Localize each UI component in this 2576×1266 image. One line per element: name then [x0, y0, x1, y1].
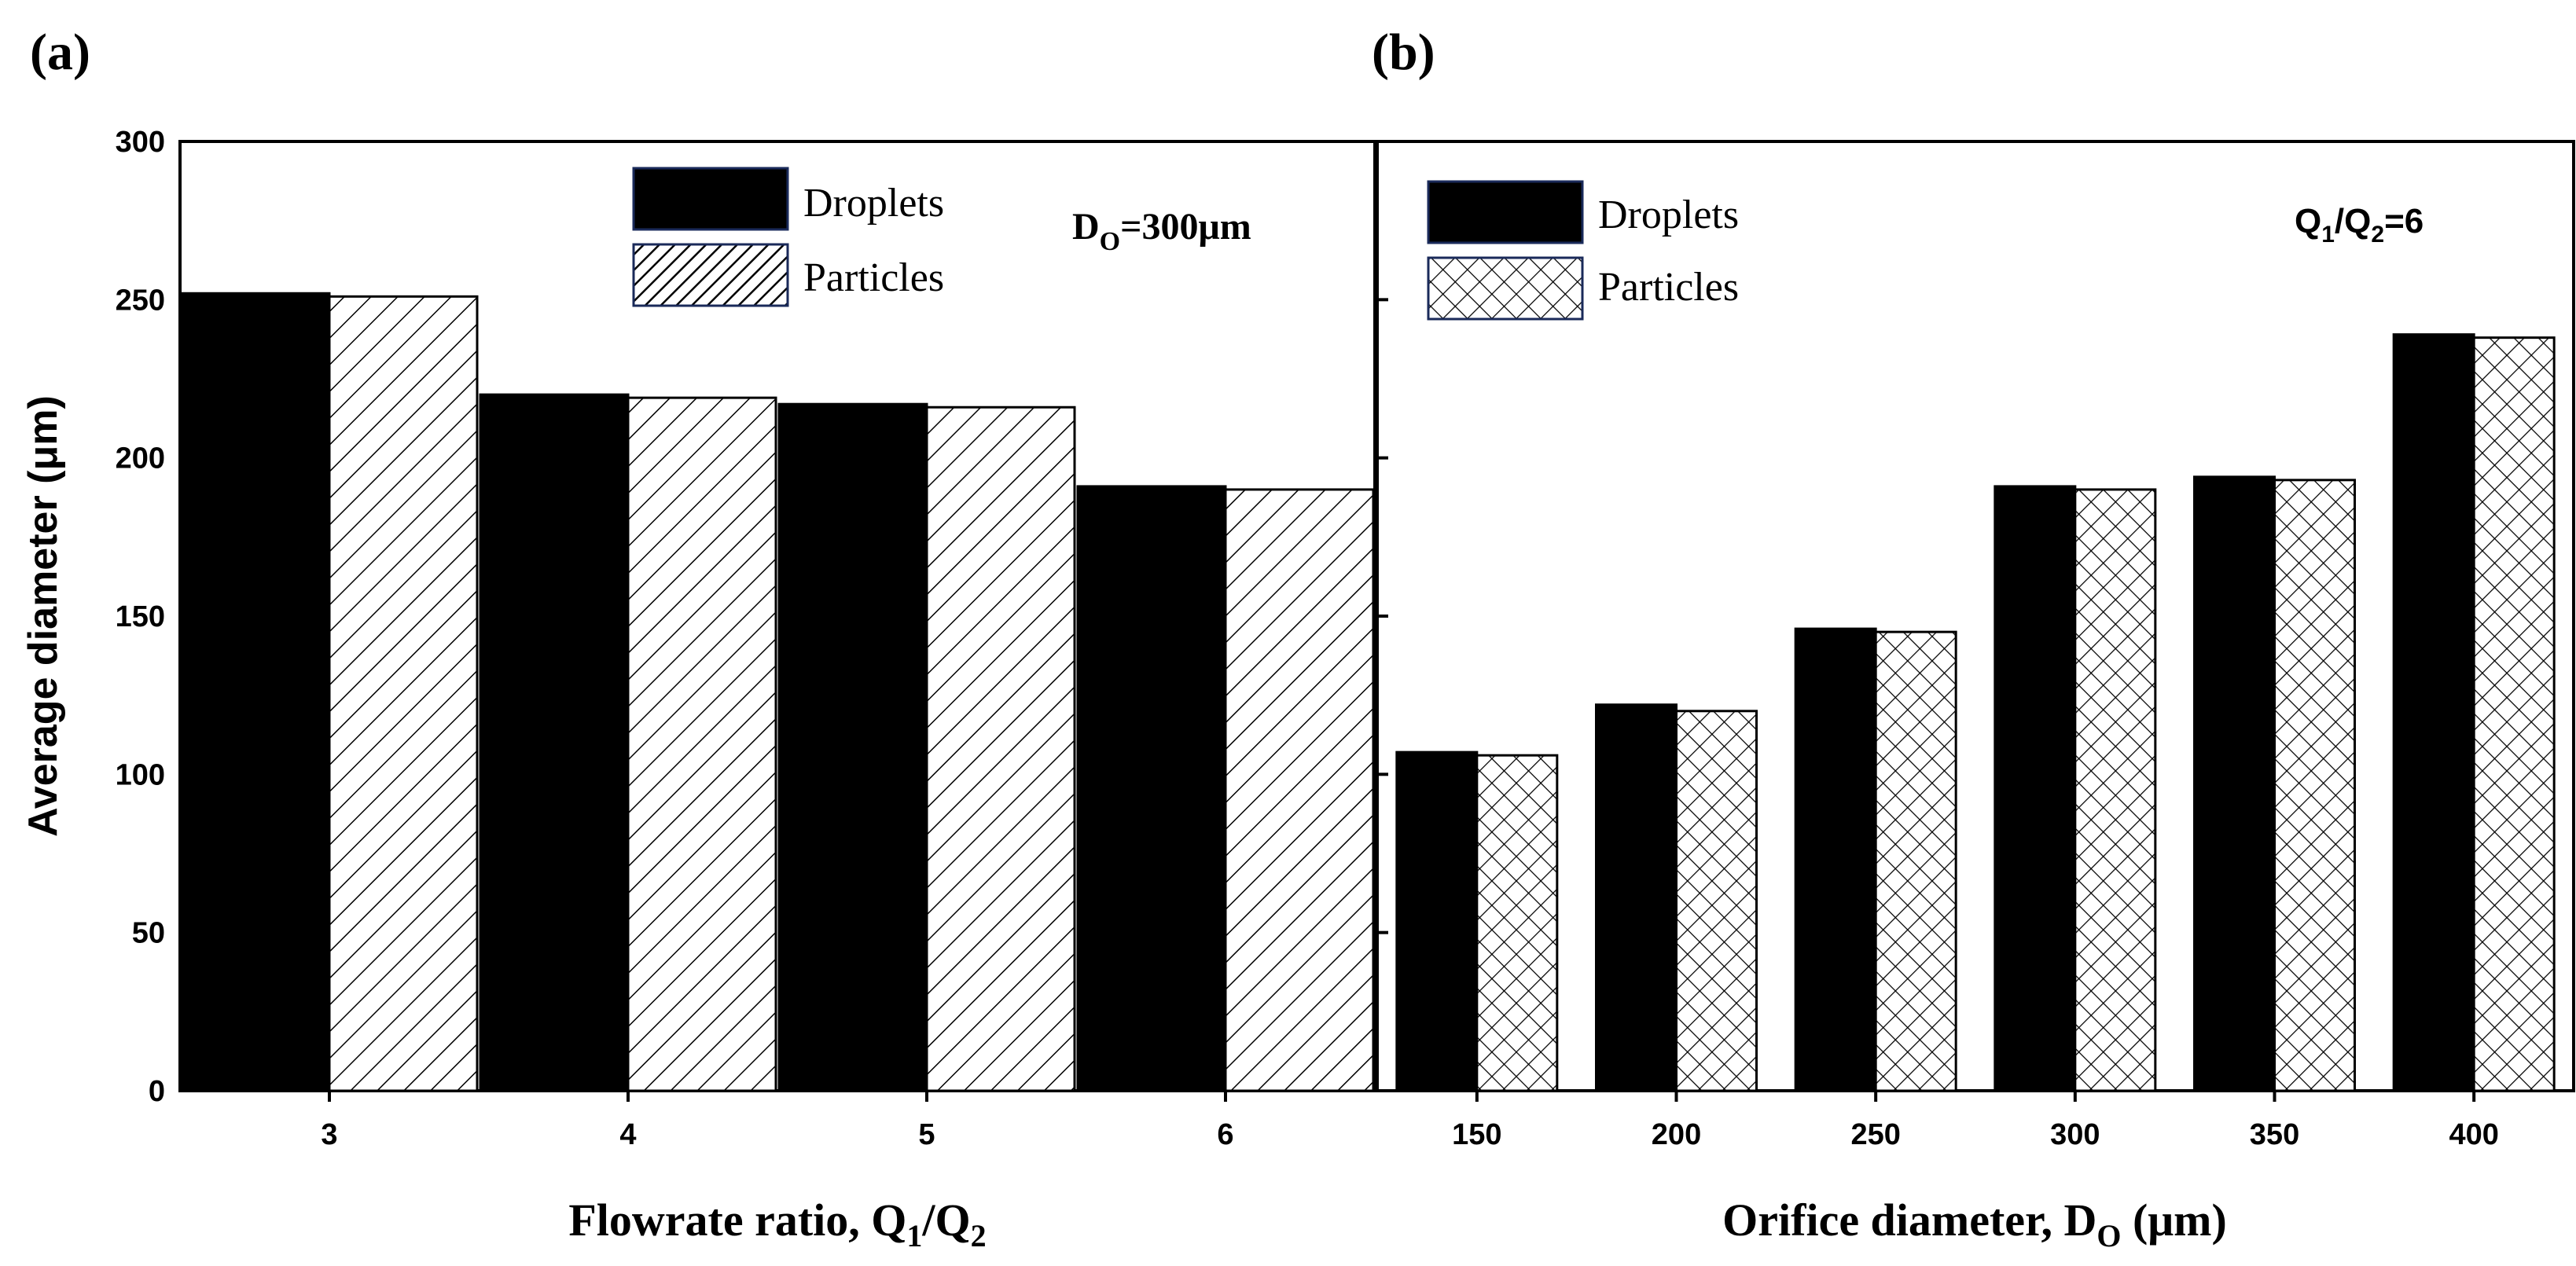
- x-tick-label-a-3: 3: [321, 1118, 337, 1151]
- y-tick-label-a: 300: [116, 126, 165, 159]
- panel-b-x-ticks: 150 200 250 300 350 400: [1452, 1091, 2499, 1151]
- bar-droplets-a-3: [180, 292, 331, 1092]
- annotation-b: Q1/Q2=6: [2295, 202, 2423, 248]
- bar-particles-b-300: [2074, 488, 2157, 1092]
- y-tick-label-a: 250: [116, 284, 165, 317]
- x-tick-label-a-6: 6: [1217, 1118, 1233, 1151]
- legend-label-particles-a: Particles: [803, 255, 944, 300]
- bar-particles-a-4: [627, 396, 777, 1092]
- bar-droplets-a-4: [479, 393, 630, 1092]
- annotation-a: DO=300μm: [1072, 206, 1251, 256]
- bar-droplets-b-150: [1395, 750, 1479, 1092]
- y-tick-label-a: 200: [116, 442, 165, 475]
- legend-swatch-particles-b: [1427, 256, 1584, 321]
- x-tick-label-b-200: 200: [1652, 1118, 1701, 1151]
- x-tick-label-b-400: 400: [2449, 1118, 2498, 1151]
- legend-label-droplets-b: Droplets: [1598, 193, 1739, 237]
- legend-swatch-droplets-a: [632, 167, 789, 231]
- y-tick-label-a: 50: [132, 917, 165, 950]
- panel-a-x-ticks: 3 4 5 6: [321, 1091, 1234, 1151]
- bar-droplets-a-6: [1076, 485, 1227, 1092]
- bar-particles-a-5: [925, 405, 1076, 1092]
- x-tick-label-b-250: 250: [1850, 1118, 1900, 1151]
- panel-b-y-ticks: [1377, 140, 1388, 1092]
- x-tick-label-b-300: 300: [2050, 1118, 2100, 1151]
- x-tick-label-b-350: 350: [2250, 1118, 2299, 1151]
- panel-a-bars: [180, 292, 1375, 1092]
- bar-particles-b-250: [1874, 630, 1957, 1092]
- panel-a-y-ticks: 0 50 100 150 200 250 300: [116, 126, 191, 1108]
- bar-particles-b-150: [1475, 754, 1559, 1092]
- panel-b-bars: [1395, 333, 2556, 1092]
- x-axis-label-b: Orifice diameter, DO (μm): [1722, 1194, 2227, 1253]
- panel-label-b: (b): [1372, 24, 1435, 81]
- bar-droplets-b-300: [1994, 485, 2077, 1092]
- bar-droplets-b-350: [2193, 475, 2276, 1092]
- x-axis-label-a: Flowrate ratio, Q1/Q2: [568, 1194, 986, 1253]
- bar-particles-a-3: [328, 295, 479, 1092]
- y-tick-label-a: 150: [116, 600, 165, 633]
- bar-droplets-b-250: [1794, 627, 1877, 1092]
- legend-label-droplets-a: Droplets: [803, 181, 944, 226]
- bar-droplets-b-400: [2392, 333, 2475, 1092]
- bar-particles-b-400: [2472, 336, 2556, 1092]
- y-tick-label-a: 100: [116, 758, 165, 791]
- legend-swatch-droplets-b: [1427, 180, 1584, 244]
- x-tick-label-a-4: 4: [619, 1118, 636, 1151]
- panel-a-legend: Droplets Particles: [632, 167, 944, 307]
- panel-b-legend: Droplets Particles: [1427, 180, 1739, 321]
- y-tick-label-a: 0: [149, 1075, 165, 1108]
- legend-label-particles-b: Particles: [1598, 265, 1739, 310]
- y-axis-label: Average diameter (μm): [20, 395, 66, 837]
- bar-particles-a-6: [1224, 488, 1375, 1092]
- panel-label-a: (a): [30, 24, 90, 81]
- bar-droplets-a-5: [777, 402, 928, 1092]
- bar-droplets-b-200: [1595, 703, 1678, 1092]
- legend-swatch-particles-a: [632, 243, 789, 307]
- bar-particles-b-350: [2273, 479, 2356, 1092]
- bar-particles-b-200: [1675, 710, 1758, 1092]
- x-tick-label-a-5: 5: [918, 1118, 935, 1151]
- x-tick-label-b-150: 150: [1452, 1118, 1501, 1151]
